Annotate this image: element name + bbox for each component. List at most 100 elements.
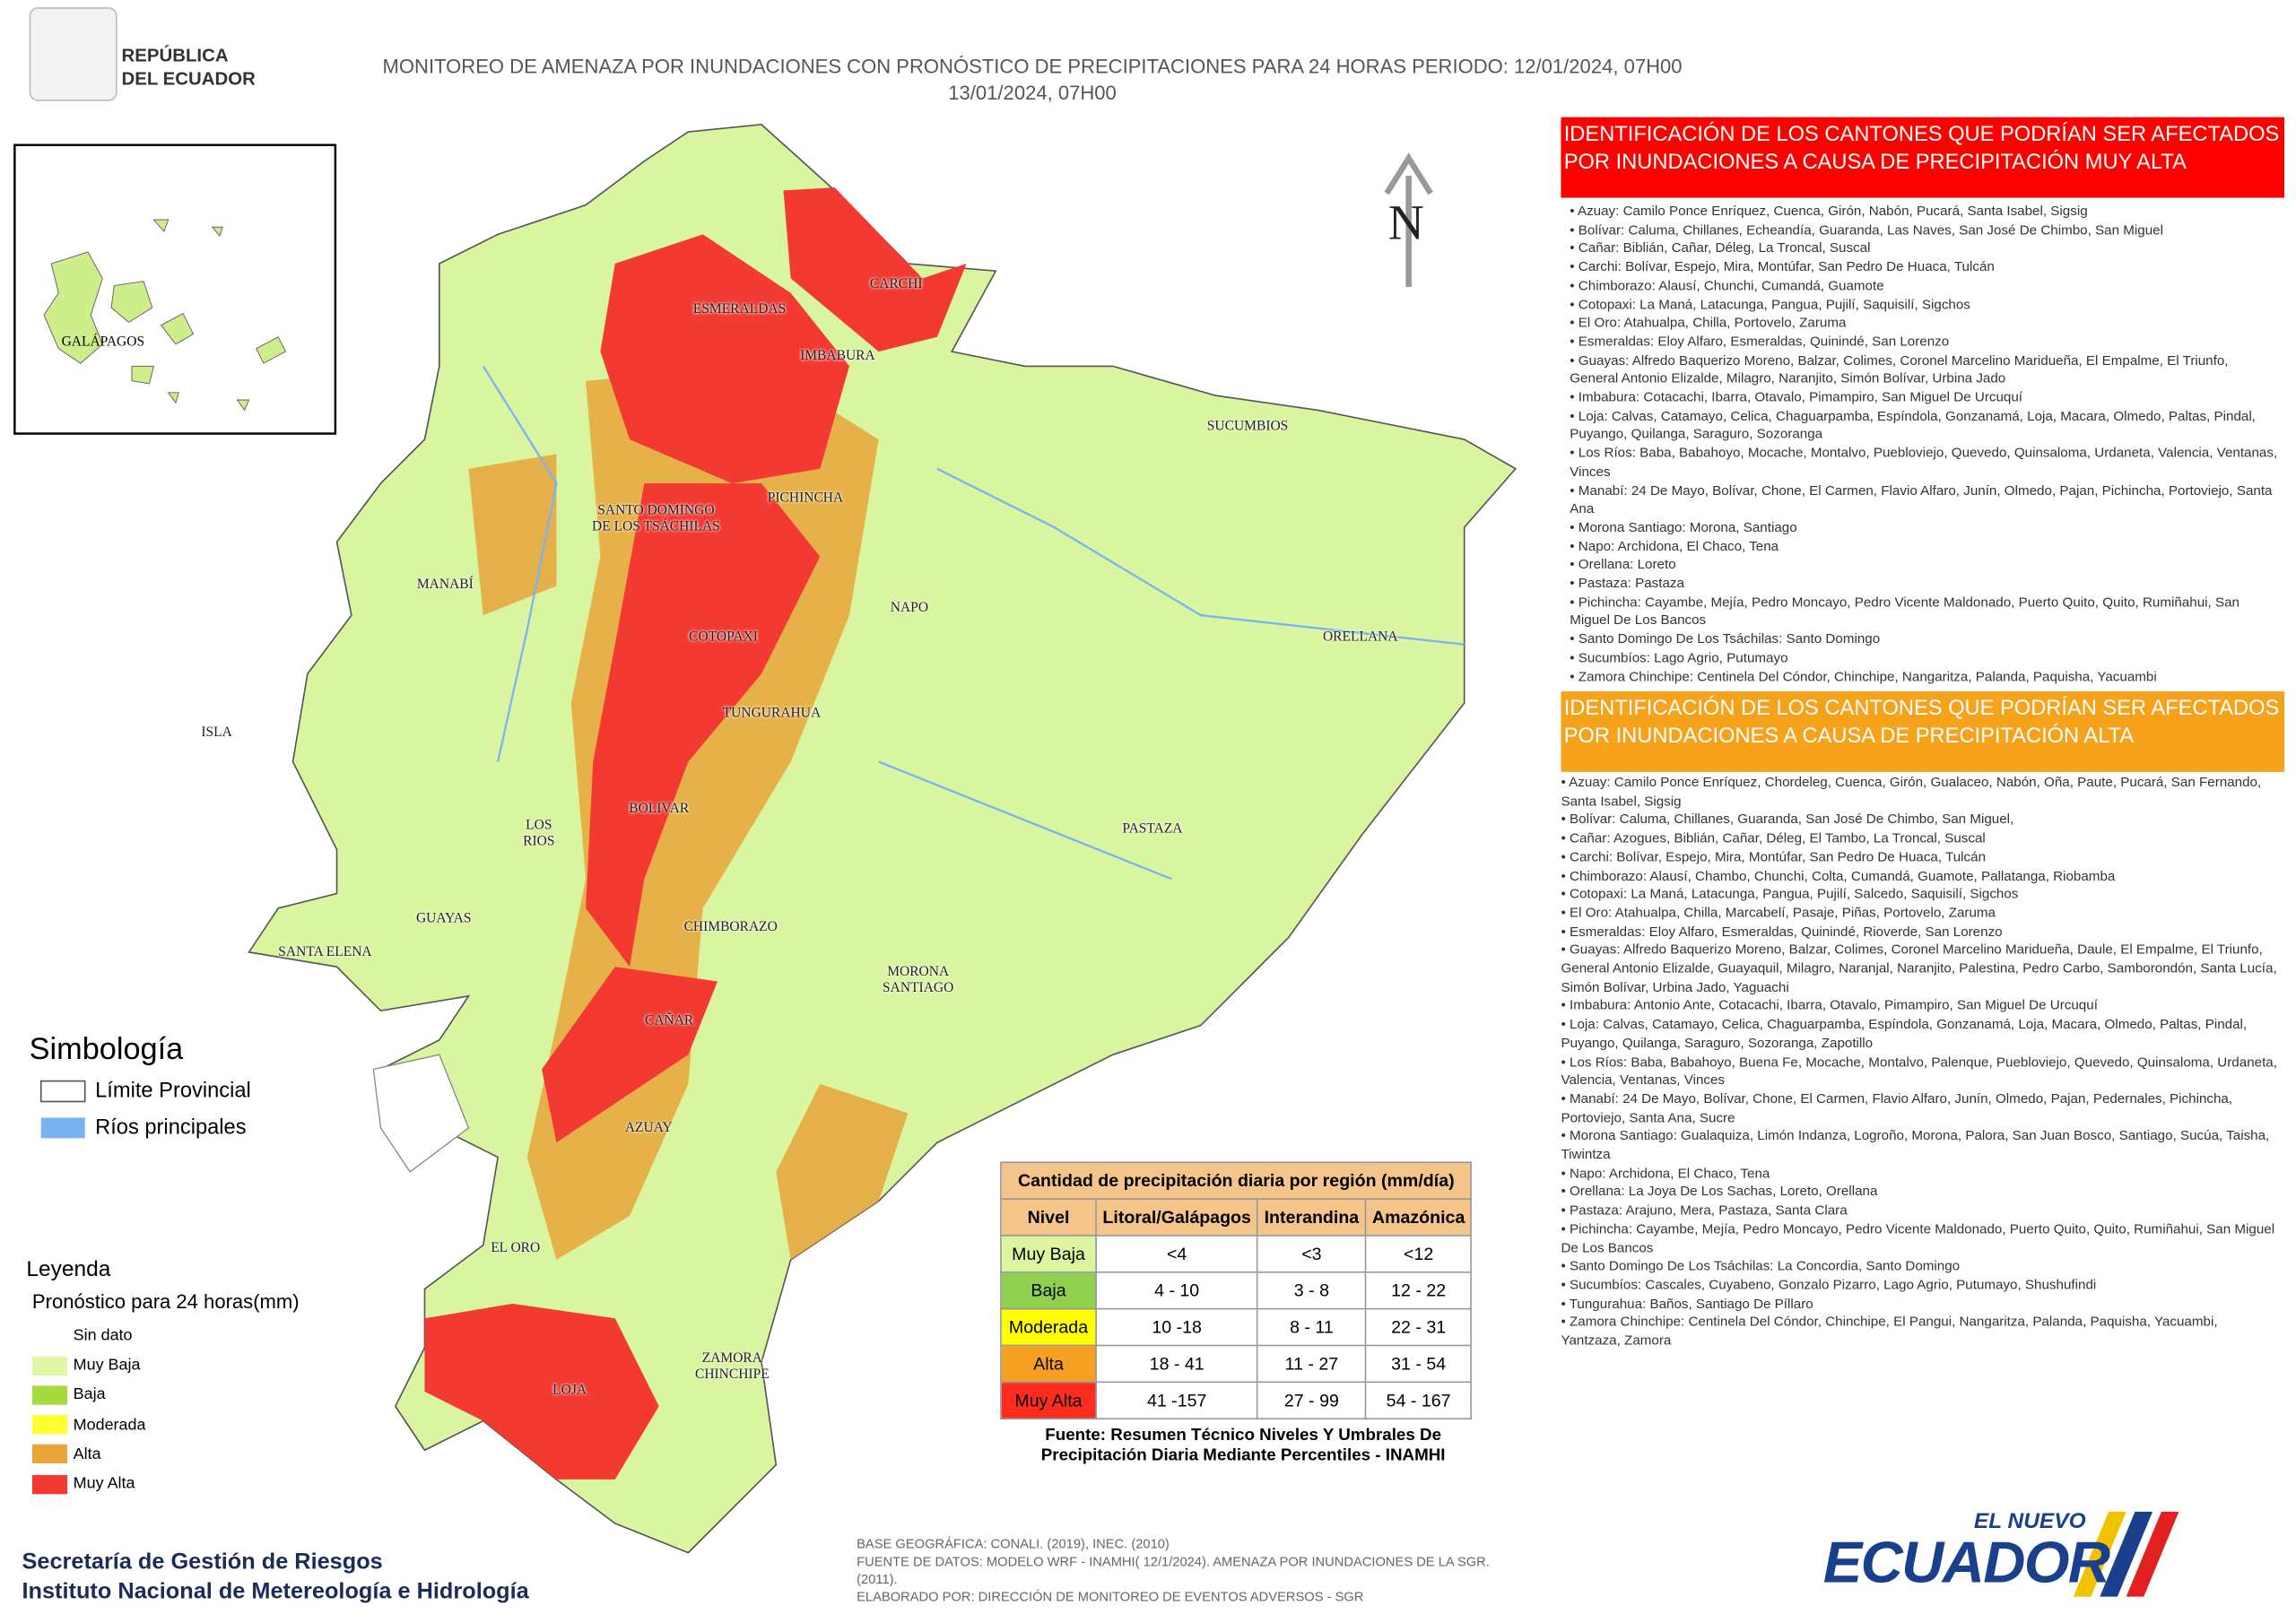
panel-item: Cañar: Azogues, Biblián, Cañar, Déleg, E… bbox=[1561, 829, 2278, 848]
legend-swatch bbox=[31, 1326, 68, 1346]
map-label: SANTO DOMINGO DE LOS TSÁCHILAS bbox=[592, 503, 720, 535]
panel-item: Santo Domingo De Los Tsáchilas: Santo Do… bbox=[1570, 630, 2278, 649]
panel-item: Cañar: Biblián, Cañar, Déleg, La Troncal… bbox=[1570, 239, 2278, 258]
panel-item: Napo: Archidona, El Chaco, Tena bbox=[1561, 1164, 2278, 1183]
legend-swatch bbox=[31, 1474, 68, 1494]
table-title-row: Cantidad de precipitación diaria por reg… bbox=[1000, 1161, 1473, 1200]
panel-item: Pichincha: Cayambe, Mejía, Pedro Moncayo… bbox=[1570, 593, 2278, 630]
table-cell: 8 - 11 bbox=[1257, 1307, 1367, 1347]
map-label: PASTAZA bbox=[1122, 822, 1183, 838]
table-cell: 10 -18 bbox=[1095, 1307, 1259, 1347]
map-label: ORELLANA bbox=[1322, 630, 1398, 646]
legend-label: Alta bbox=[73, 1445, 101, 1463]
logo-line: DEL ECUADOR bbox=[121, 68, 256, 90]
table-header-row: Nivel Litoral/Galápagos Interandina Amazóni… bbox=[1000, 1198, 1473, 1237]
table-cell: 31 - 54 bbox=[1364, 1344, 1473, 1384]
title-line: MONITOREO DE AMENAZA POR INUNDACIONES CO… bbox=[382, 56, 1683, 78]
coat-of-arms bbox=[29, 7, 117, 101]
legend-swatch bbox=[31, 1385, 68, 1405]
panel-item: Los Ríos: Baba, Babahoyo, Buena Fe, Moca… bbox=[1561, 1053, 2278, 1090]
map-label: ZAMORA CHINCHIPE bbox=[694, 1351, 770, 1384]
panel-item: Chimborazo: Alausí, Chambo, Chunchi, Col… bbox=[1561, 866, 2278, 885]
map-label: ISLA bbox=[201, 725, 232, 741]
table-level: Alta bbox=[1000, 1344, 1097, 1384]
table-level: Moderada bbox=[1000, 1307, 1097, 1347]
legend-swatch bbox=[31, 1356, 68, 1376]
table-cell: 18 - 41 bbox=[1095, 1344, 1259, 1384]
panel-item: Azuay: Camilo Ponce Enríquez, Chordeleg,… bbox=[1561, 774, 2278, 812]
legend-label: Sin dato bbox=[73, 1327, 133, 1345]
rivers bbox=[482, 365, 1465, 881]
panel-item: Guayas: Alfredo Baquerizo Moreno, Balzar… bbox=[1570, 351, 2278, 388]
legend-swatch bbox=[31, 1415, 68, 1435]
legend: Sin dato Muy Baja Baja Moderada Alta Muy Alta bbox=[31, 1322, 146, 1499]
legend-item: Sin dato bbox=[31, 1322, 146, 1351]
brand-top: EL NUEVO bbox=[1973, 1508, 2086, 1534]
galapagos-islands bbox=[43, 219, 287, 412]
credits: BASE GEOGRÁFICA: CONALI. (2019), INEC. (… bbox=[857, 1535, 1500, 1605]
map-label: EL ORO bbox=[491, 1241, 541, 1256]
panel-item: Bolívar: Caluma, Chillanes, Echeandía, G… bbox=[1570, 221, 2278, 239]
table-row: Moderada 10 -18 8 - 11 22 - 31 bbox=[1000, 1307, 1473, 1347]
map-label: CAÑAR bbox=[644, 1014, 694, 1029]
panel-item: Los Ríos: Baba, Babahoyo, Mocache, Monta… bbox=[1570, 444, 2278, 482]
map-label: COTOPAXI bbox=[689, 630, 758, 646]
table-cell: 11 - 27 bbox=[1257, 1344, 1367, 1384]
panel-item: Chimborazo: Alausí, Chunchi, Cumandá, Gu… bbox=[1570, 276, 2278, 295]
legend-title: Leyenda bbox=[26, 1256, 111, 1282]
panel-item: Cotopaxi: La Maná, Latacunga, Pangua, Pu… bbox=[1561, 885, 2278, 904]
panel-item: Loja: Calvas, Catamayo, Celica, Chaguarp… bbox=[1561, 1015, 2278, 1053]
map-label: LOS RIOS bbox=[523, 819, 555, 850]
brand-stripes bbox=[2073, 1511, 2179, 1597]
panel-item: Pastaza: Pastaza bbox=[1570, 574, 2278, 593]
org-line: Secretaría de Gestión de Riesgos bbox=[22, 1549, 383, 1575]
north-label: N bbox=[1387, 195, 1424, 251]
map-label: SANTA ELENA bbox=[278, 945, 372, 960]
panel-item: Manabí: 24 De Mayo, Bolívar, Chone, El C… bbox=[1570, 482, 2278, 519]
table-row: Muy Baja <4 <3 <12 bbox=[1000, 1235, 1473, 1273]
credit-line: BASE GEOGRÁFICA: CONALI. (2019), INEC. (… bbox=[857, 1536, 1170, 1551]
table-level: Muy Baja bbox=[1000, 1235, 1097, 1273]
symbology-swatch bbox=[39, 1080, 86, 1103]
panel-item: Tungurahua: Baños, Santiago De Píllaro bbox=[1561, 1295, 2278, 1314]
table-cell: <4 bbox=[1095, 1235, 1259, 1273]
map-label: TUNGURAHUA bbox=[722, 707, 822, 722]
map-label: AZUAY bbox=[624, 1121, 673, 1136]
legend-item: Muy Alta bbox=[31, 1469, 146, 1498]
table: Cantidad de precipitación diaria por reg… bbox=[1000, 1161, 1473, 1419]
brand-main: ECUADOR bbox=[1822, 1531, 2110, 1595]
panel-item: Orellana: La Joya De Los Sachas, Loreto,… bbox=[1561, 1183, 2278, 1202]
table-header: Amazónica bbox=[1364, 1198, 1473, 1237]
legend-swatch bbox=[31, 1445, 68, 1464]
map-label: SUCUMBIOS bbox=[1206, 420, 1289, 435]
table-title: Cantidad de precipitación diaria por reg… bbox=[1000, 1161, 1473, 1200]
panel-title: IDENTIFICACIÓN DE LOS CANTONES QUE PODRÍ… bbox=[1561, 691, 2285, 772]
org-line: Instituto Nacional de Metereología e Hid… bbox=[22, 1579, 529, 1604]
title-line: 13/01/2024, 07H00 bbox=[948, 82, 1117, 104]
org: Secretaría de Gestión de Riesgos Institut… bbox=[22, 1549, 528, 1607]
legend-item: Baja bbox=[31, 1380, 146, 1410]
legend-item: Moderada bbox=[31, 1410, 146, 1439]
table-row: Alta 18 - 41 11 - 27 31 - 54 bbox=[1000, 1344, 1473, 1384]
panel-item: Azuay: Camilo Ponce Enríquez, Cuenca, Gi… bbox=[1570, 202, 2278, 221]
panel-item: Cotopaxi: La Maná, Latacunga, Pangua, Pu… bbox=[1570, 295, 2278, 314]
table-cell: 12 - 22 bbox=[1364, 1271, 1473, 1310]
panel-item: Carchi: Bolívar, Espejo, Mira, Montúfar,… bbox=[1561, 848, 2278, 867]
table-level: Baja bbox=[1000, 1271, 1097, 1310]
table-cell: <3 bbox=[1257, 1235, 1367, 1273]
table-row: Baja 4 - 10 3 - 8 12 - 22 bbox=[1000, 1271, 1473, 1310]
table-cell: 54 - 167 bbox=[1364, 1381, 1473, 1419]
table-row: Muy Alta 41 -157 27 - 99 54 - 167 bbox=[1000, 1381, 1473, 1419]
panel-item: Santo Domingo De Los Tsáchilas: La Conco… bbox=[1561, 1257, 2278, 1276]
panel-item: Imbabura: Antonio Ante, Cotacachi, Ibarr… bbox=[1561, 997, 2278, 1016]
table-cell: 3 - 8 bbox=[1257, 1271, 1367, 1310]
map-label: MORONA SANTIAGO bbox=[883, 965, 954, 996]
very-high-zones bbox=[424, 187, 967, 1480]
panel-item: Bolívar: Caluma, Chillanes, Guaranda, Sa… bbox=[1561, 811, 2278, 829]
map-label: ESMERALDAS bbox=[692, 302, 787, 317]
map-label: LOJA bbox=[552, 1383, 587, 1399]
inset-label: GALÁPAGOS bbox=[61, 335, 145, 351]
map-label: GUAYAS bbox=[415, 911, 472, 927]
